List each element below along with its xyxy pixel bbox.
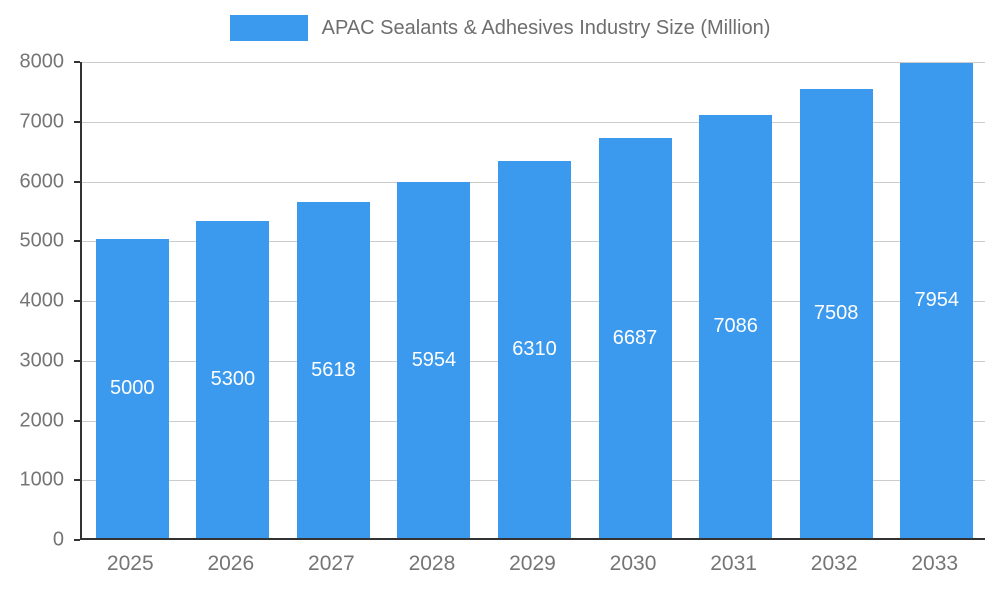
y-tick (74, 61, 80, 63)
y-tick-label: 8000 (19, 50, 65, 73)
y-tick (74, 240, 80, 243)
y-tick (74, 120, 80, 123)
y-tick (74, 479, 80, 482)
x-tick-label: 2025 (106, 552, 154, 575)
bar-2027: 5618 (296, 202, 370, 538)
x-tick-label: 2032 (810, 552, 858, 575)
y-tick (74, 300, 80, 302)
bar-value-label: 6687 (612, 326, 658, 349)
bar-2029: 6310 (498, 160, 571, 538)
bar-2028: 5954 (397, 182, 471, 538)
bar-value-label: 6310 (512, 337, 557, 360)
gridline (82, 62, 985, 63)
gridline (82, 121, 985, 123)
chart-title: APAC Sealants & Adhesives Industry Size … (321, 16, 771, 39)
bar-2030: 6687 (598, 138, 672, 538)
y-tick-label: 2000 (19, 409, 65, 431)
y-tick (74, 359, 80, 362)
x-tick-label: 2033 (911, 552, 959, 575)
x-tick-label: 2027 (308, 552, 355, 575)
y-tick-label: 7000 (19, 110, 65, 133)
legend-swatch (229, 15, 308, 41)
y-tick (74, 180, 80, 183)
y-tick-label: 0 (52, 528, 64, 551)
y-tick (74, 539, 80, 541)
y-tick-label: 6000 (19, 170, 65, 192)
bar-2026: 5300 (196, 221, 270, 538)
bar-value-label: 5000 (110, 377, 155, 400)
x-tick-label: 2031 (710, 552, 757, 575)
y-axis: 0 1000 2000 3000 4000 5000 6000 7000 8000 (0, 51, 80, 551)
x-axis: 2025 2026 2027 2028 2029 2030 2031 2032 2033 (80, 552, 985, 582)
bar-value-label: 5300 (210, 368, 256, 391)
bar-value-label: 5618 (311, 358, 356, 381)
bar-value-label: 7508 (813, 302, 859, 325)
bar-2031: 7086 (699, 114, 773, 538)
chart-legend: APAC Sealants & Adhesives Industry Size … (0, 14, 1000, 42)
bar-value-label: 7954 (914, 288, 959, 311)
x-tick-label: 2026 (207, 552, 255, 575)
bar-2032: 7508 (799, 89, 873, 538)
y-tick-label: 4000 (19, 289, 65, 312)
bar-value-label: 7086 (713, 314, 758, 337)
bar-value-label: 5954 (411, 348, 457, 371)
plot-area: 5000 5300 5618 5954 6310 6687 7086 7508 7954 (80, 62, 985, 540)
y-tick-label: 1000 (19, 468, 65, 491)
x-tick-label: 2029 (509, 552, 556, 575)
y-tick-label: 5000 (19, 229, 65, 252)
bar-2033: 7954 (900, 62, 974, 538)
bar-2025: 5000 (95, 239, 169, 538)
y-tick (74, 419, 80, 422)
x-tick-label: 2028 (408, 552, 456, 575)
x-tick-label: 2030 (609, 552, 657, 575)
y-tick-label: 3000 (19, 349, 65, 372)
